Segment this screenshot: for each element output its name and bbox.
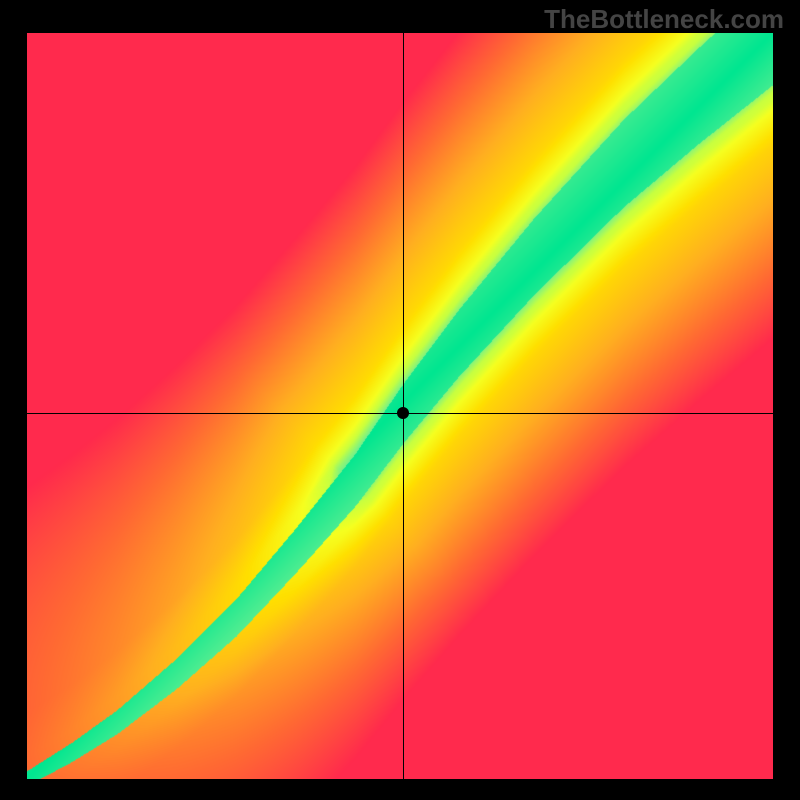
crosshair-vertical — [403, 33, 404, 779]
chart-root: TheBottleneck.com — [0, 0, 800, 800]
heatmap-plot — [27, 33, 773, 779]
crosshair-marker — [397, 407, 409, 419]
heatmap-canvas — [27, 33, 773, 779]
watermark-text: TheBottleneck.com — [544, 4, 784, 35]
